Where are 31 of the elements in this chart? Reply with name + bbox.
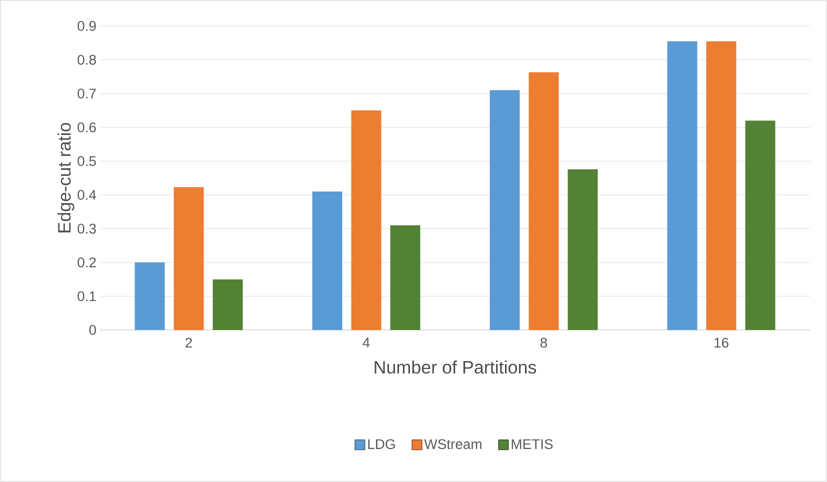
- y-tick-label: 0.4: [78, 190, 96, 200]
- x-tick-label: 4: [362, 338, 370, 348]
- legend-label: METIS: [512, 439, 553, 450]
- x-tick-label: 16: [714, 338, 728, 348]
- y-tick-label: 0: [89, 325, 96, 335]
- y-tick-label: 0.5: [78, 156, 96, 166]
- bar: [745, 120, 776, 330]
- legend-label: LDG: [368, 439, 395, 450]
- y-tick-label: 0.8: [78, 54, 96, 65]
- x-tick-label: 8: [540, 338, 548, 348]
- y-tick-label: 0.7: [78, 88, 96, 98]
- y-tick-label: 0.1: [78, 291, 96, 302]
- bar: [312, 192, 342, 330]
- bar: [568, 169, 598, 330]
- bar: [174, 187, 204, 330]
- y-tick-label: 0.2: [78, 257, 96, 268]
- bar: [528, 72, 559, 330]
- y-tick-label: 0.6: [78, 122, 96, 132]
- x-tick-label: 2: [186, 338, 192, 348]
- y-tick-label: 0.9: [78, 21, 96, 31]
- bar: [490, 90, 520, 330]
- x-axis-title: Number of Partitions: [374, 360, 536, 374]
- bar: [212, 279, 243, 330]
- bar: [390, 225, 420, 330]
- bar: [134, 262, 165, 330]
- legend-label: WStream: [424, 439, 482, 450]
- bar: [706, 41, 736, 330]
- bar: [667, 41, 698, 330]
- y-axis-title: Edge-cut ratio: [58, 122, 74, 232]
- y-tick-label: 0.3: [78, 224, 96, 234]
- bar: [351, 110, 382, 330]
